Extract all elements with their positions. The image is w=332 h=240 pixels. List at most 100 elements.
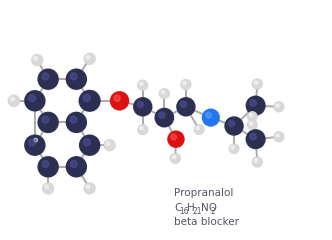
Ellipse shape bbox=[254, 81, 258, 84]
Ellipse shape bbox=[42, 183, 54, 194]
Ellipse shape bbox=[250, 100, 256, 106]
Ellipse shape bbox=[229, 144, 239, 154]
Ellipse shape bbox=[206, 112, 211, 118]
Ellipse shape bbox=[84, 183, 95, 194]
Ellipse shape bbox=[137, 101, 143, 108]
Ellipse shape bbox=[70, 161, 77, 168]
Ellipse shape bbox=[159, 89, 169, 98]
Ellipse shape bbox=[42, 73, 49, 80]
Ellipse shape bbox=[195, 125, 204, 134]
Ellipse shape bbox=[177, 97, 195, 116]
Ellipse shape bbox=[138, 80, 147, 90]
Ellipse shape bbox=[252, 157, 262, 167]
Ellipse shape bbox=[203, 109, 219, 126]
Ellipse shape bbox=[172, 155, 176, 159]
Ellipse shape bbox=[196, 127, 200, 130]
Ellipse shape bbox=[246, 130, 265, 149]
Ellipse shape bbox=[274, 102, 284, 112]
Ellipse shape bbox=[80, 135, 100, 155]
Ellipse shape bbox=[25, 135, 45, 155]
Ellipse shape bbox=[177, 98, 195, 116]
Ellipse shape bbox=[66, 157, 86, 177]
Ellipse shape bbox=[83, 139, 90, 146]
Ellipse shape bbox=[79, 135, 100, 156]
Ellipse shape bbox=[274, 132, 284, 142]
Ellipse shape bbox=[202, 109, 219, 126]
Ellipse shape bbox=[225, 117, 243, 135]
Ellipse shape bbox=[8, 95, 20, 107]
Ellipse shape bbox=[247, 112, 257, 121]
Ellipse shape bbox=[249, 122, 253, 125]
Ellipse shape bbox=[66, 112, 86, 132]
Ellipse shape bbox=[38, 156, 58, 177]
Ellipse shape bbox=[42, 116, 49, 123]
Ellipse shape bbox=[84, 54, 95, 64]
Ellipse shape bbox=[252, 79, 262, 89]
Text: C: C bbox=[174, 203, 182, 213]
Ellipse shape bbox=[252, 79, 262, 89]
Ellipse shape bbox=[140, 126, 143, 130]
Ellipse shape bbox=[32, 54, 43, 66]
Ellipse shape bbox=[229, 144, 239, 153]
Ellipse shape bbox=[38, 112, 58, 132]
Ellipse shape bbox=[231, 146, 234, 149]
Ellipse shape bbox=[111, 92, 128, 110]
Ellipse shape bbox=[138, 80, 148, 90]
Ellipse shape bbox=[159, 89, 169, 99]
Ellipse shape bbox=[114, 95, 120, 102]
Ellipse shape bbox=[43, 183, 53, 194]
Ellipse shape bbox=[38, 157, 58, 177]
Ellipse shape bbox=[110, 91, 129, 110]
Ellipse shape bbox=[9, 95, 19, 106]
Ellipse shape bbox=[246, 96, 265, 115]
Ellipse shape bbox=[106, 142, 110, 146]
Ellipse shape bbox=[181, 79, 191, 90]
Ellipse shape bbox=[32, 136, 42, 147]
Ellipse shape bbox=[133, 97, 152, 116]
Ellipse shape bbox=[194, 125, 204, 134]
Ellipse shape bbox=[246, 96, 265, 115]
Ellipse shape bbox=[155, 108, 174, 127]
Ellipse shape bbox=[155, 108, 173, 127]
Ellipse shape bbox=[66, 69, 86, 89]
Ellipse shape bbox=[42, 161, 49, 168]
Text: 21: 21 bbox=[193, 207, 202, 216]
Ellipse shape bbox=[38, 112, 58, 133]
Ellipse shape bbox=[274, 102, 284, 112]
Ellipse shape bbox=[248, 120, 257, 129]
Text: Propranalol: Propranalol bbox=[174, 188, 234, 198]
Ellipse shape bbox=[276, 104, 279, 107]
Ellipse shape bbox=[134, 98, 152, 116]
Ellipse shape bbox=[140, 82, 143, 85]
Ellipse shape bbox=[11, 97, 14, 101]
Ellipse shape bbox=[171, 154, 180, 163]
Ellipse shape bbox=[168, 131, 184, 147]
Ellipse shape bbox=[66, 69, 87, 90]
Ellipse shape bbox=[276, 134, 279, 137]
Ellipse shape bbox=[248, 112, 257, 121]
Ellipse shape bbox=[32, 136, 43, 147]
Ellipse shape bbox=[138, 125, 148, 135]
Ellipse shape bbox=[79, 90, 101, 112]
Ellipse shape bbox=[70, 73, 77, 80]
Ellipse shape bbox=[83, 94, 90, 102]
Ellipse shape bbox=[247, 120, 257, 130]
Ellipse shape bbox=[254, 159, 258, 162]
Ellipse shape bbox=[86, 55, 90, 59]
Ellipse shape bbox=[225, 117, 243, 135]
Ellipse shape bbox=[274, 132, 284, 142]
Ellipse shape bbox=[38, 69, 58, 90]
Ellipse shape bbox=[104, 140, 115, 151]
Text: H: H bbox=[187, 203, 195, 213]
Ellipse shape bbox=[252, 157, 262, 167]
Ellipse shape bbox=[66, 112, 87, 133]
Ellipse shape bbox=[38, 69, 58, 89]
Ellipse shape bbox=[79, 90, 100, 111]
Ellipse shape bbox=[181, 80, 191, 89]
Ellipse shape bbox=[45, 185, 48, 189]
Ellipse shape bbox=[138, 125, 147, 134]
Ellipse shape bbox=[249, 114, 253, 117]
Ellipse shape bbox=[183, 81, 186, 85]
Ellipse shape bbox=[24, 90, 45, 111]
Ellipse shape bbox=[246, 129, 265, 149]
